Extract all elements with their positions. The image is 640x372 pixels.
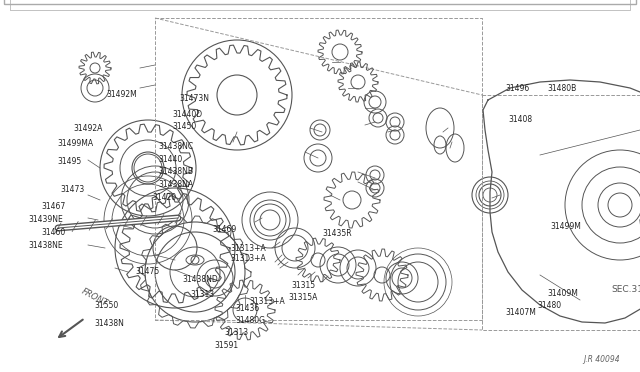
Text: 31473: 31473 [61, 185, 85, 194]
Text: 31315A: 31315A [288, 293, 317, 302]
Text: 31420: 31420 [152, 193, 177, 202]
Text: 31435R: 31435R [322, 229, 351, 238]
Text: 31492A: 31492A [74, 124, 103, 133]
Text: 31499MA: 31499MA [58, 139, 93, 148]
Text: FRONT: FRONT [80, 286, 109, 308]
Text: 31492M: 31492M [106, 90, 137, 99]
Text: 31496: 31496 [506, 84, 530, 93]
Text: 31480G: 31480G [236, 316, 266, 325]
Text: 31475: 31475 [135, 267, 159, 276]
Text: 31313+A: 31313+A [250, 297, 285, 306]
Text: 31495: 31495 [58, 157, 82, 166]
Text: 31407M: 31407M [506, 308, 536, 317]
Text: 31438N: 31438N [95, 319, 125, 328]
Text: 31440: 31440 [159, 155, 183, 164]
Text: 31409M: 31409M [547, 289, 578, 298]
Text: 31436: 31436 [236, 304, 260, 313]
Text: 31439NE: 31439NE [29, 215, 63, 224]
Text: 31460: 31460 [42, 228, 66, 237]
Text: 31438NE: 31438NE [29, 241, 63, 250]
Text: 31313: 31313 [224, 328, 248, 337]
Text: 31313+A: 31313+A [230, 244, 266, 253]
Text: 31480: 31480 [538, 301, 562, 310]
Text: 31450: 31450 [173, 122, 197, 131]
Text: 31313+A: 31313+A [230, 254, 266, 263]
Text: 31313: 31313 [190, 290, 214, 299]
Text: 31438NA: 31438NA [159, 180, 194, 189]
Text: 31438NB: 31438NB [159, 167, 194, 176]
Text: 31473N: 31473N [179, 94, 209, 103]
Text: 31438ND: 31438ND [182, 275, 218, 283]
Text: 31469: 31469 [212, 225, 237, 234]
Text: 31467: 31467 [42, 202, 66, 211]
Text: 31440D: 31440D [173, 110, 203, 119]
Text: 31438NC: 31438NC [159, 142, 194, 151]
Text: 31499M: 31499M [550, 222, 581, 231]
Text: J.R 40094: J.R 40094 [584, 355, 620, 364]
Text: 31550: 31550 [95, 301, 119, 310]
Text: 31408: 31408 [509, 115, 533, 124]
Text: 31591: 31591 [214, 341, 239, 350]
Text: 31315: 31315 [291, 281, 316, 290]
Text: 31480B: 31480B [547, 84, 577, 93]
Text: SEC.311: SEC.311 [611, 285, 640, 295]
